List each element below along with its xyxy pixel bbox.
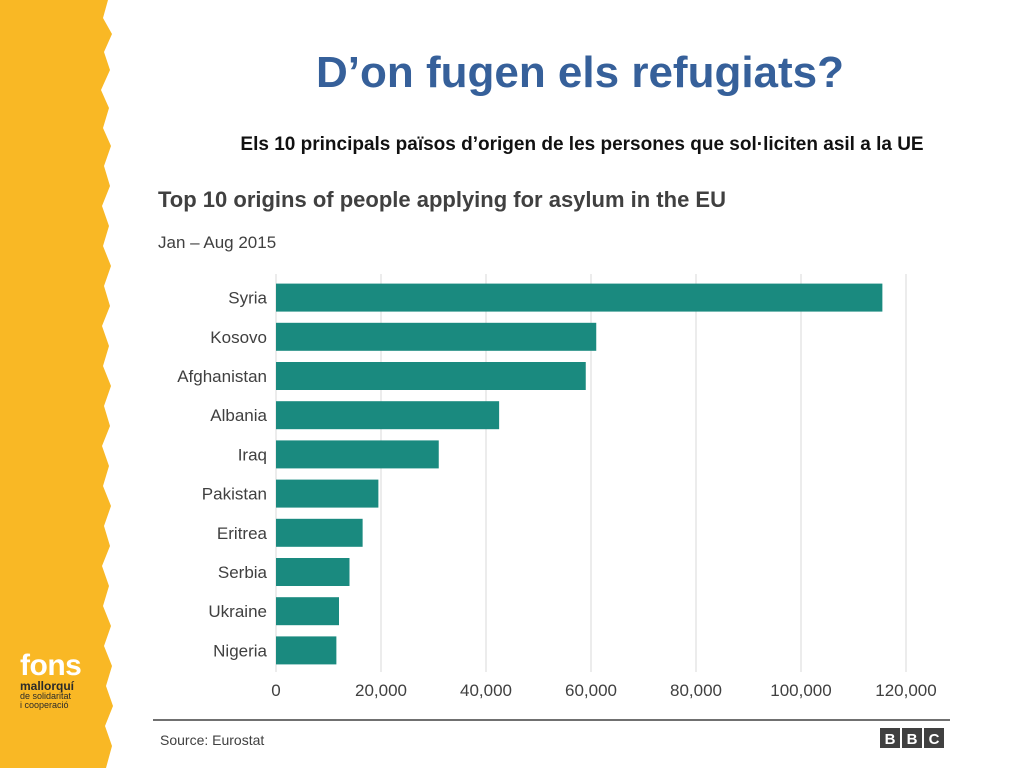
- slide-title: D’on fugen els refugiats?: [315, 48, 845, 97]
- bbc-block: [880, 728, 900, 748]
- category-label: Afghanistan: [177, 367, 267, 386]
- chart-bars: [276, 283, 883, 665]
- bbc-block: [902, 728, 922, 748]
- logo-line-cooperacio: i cooperació: [20, 700, 69, 710]
- category-label: Serbia: [218, 563, 268, 582]
- fons-mallorqui-logo: fons mallorquí de solidaritat i cooperac…: [20, 649, 120, 710]
- x-tick-label: 80,000: [670, 681, 722, 700]
- bar-eritrea: [276, 518, 363, 547]
- bar-afghanistan: [276, 362, 586, 390]
- logo-line-solidaritat: de solidaritat: [20, 691, 72, 701]
- bar-ukraine: [276, 597, 339, 626]
- bar-syria: [276, 283, 883, 312]
- bbc-block: [924, 728, 944, 748]
- bar-nigeria: [276, 636, 337, 665]
- category-label: Eritrea: [217, 524, 268, 543]
- chart-category-labels: Syria Kosovo Afghanistan Albania Iraq Pakista…: [177, 289, 267, 661]
- logo-word-mallorqui: mallorquí: [20, 679, 75, 693]
- bbc-letter: B: [907, 731, 918, 748]
- category-label: Ukraine: [208, 602, 267, 621]
- x-tick-label: 100,000: [770, 681, 831, 700]
- chart-source: Source: Eurostat: [160, 732, 264, 748]
- category-label: Kosovo: [210, 328, 267, 347]
- category-label: Nigeria: [213, 641, 267, 660]
- bar-pakistan: [276, 479, 379, 508]
- slide-subtitle: Els 10 principals països d’origen de les…: [240, 134, 924, 155]
- decorative-yellow-stripe: [0, 0, 113, 768]
- bbc-letter: B: [885, 731, 896, 748]
- chart-subtitle: Jan – Aug 2015: [158, 233, 276, 252]
- bar-albania: [276, 401, 500, 430]
- x-tick-label: 120,000: [875, 681, 936, 700]
- bar-kosovo: [276, 322, 597, 351]
- bbc-letter: C: [929, 731, 940, 748]
- category-label: Albania: [210, 406, 267, 425]
- x-tick-label: 40,000: [460, 681, 512, 700]
- logo-word-fons: fons: [20, 649, 82, 682]
- x-tick-label: 20,000: [355, 681, 407, 700]
- bar-serbia: [276, 558, 350, 586]
- chart-title: Top 10 origins of people applying for as…: [158, 187, 726, 212]
- chart-x-tick-labels: 0 20,000 40,000 60,000 80,000 100,000 120,000: [271, 681, 936, 700]
- x-tick-label: 60,000: [565, 681, 617, 700]
- x-tick-label: 0: [271, 681, 280, 700]
- category-label: Pakistan: [202, 485, 267, 504]
- category-label: Iraq: [238, 445, 267, 464]
- category-label: Syria: [228, 289, 267, 308]
- bar-iraq: [276, 440, 439, 469]
